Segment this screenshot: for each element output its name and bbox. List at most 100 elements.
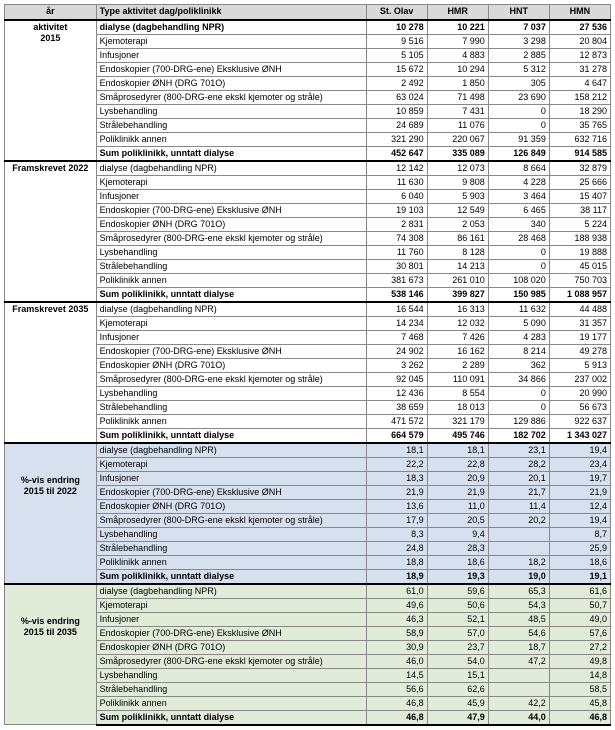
value-cell: 31 278 <box>549 62 610 76</box>
value-cell: 38 117 <box>549 203 610 217</box>
value-cell: 16 544 <box>366 302 427 317</box>
value-cell: 2 831 <box>366 217 427 231</box>
table-row: Infusjoner5 1054 8832 88512 873 <box>5 48 611 62</box>
table-row: Sum poliklinikk, unntatt dialyse18,919,3… <box>5 569 611 584</box>
value-cell: 7 037 <box>488 20 549 35</box>
value-cell: 20,1 <box>488 471 549 485</box>
activity-type: Lysbehandling <box>96 104 366 118</box>
table-row: %-vis endring2015 til 2035dialyse (dagbe… <box>5 584 611 599</box>
table-row: Kjemoterapi11 6309 8084 22825 666 <box>5 175 611 189</box>
value-cell: 11,0 <box>427 499 488 513</box>
col-hmn: HMN <box>549 5 610 20</box>
value-cell: 23 690 <box>488 90 549 104</box>
value-cell: 188 938 <box>549 231 610 245</box>
table-row: %-vis endring2015 til 2022dialyse (dagbe… <box>5 443 611 458</box>
table-row: Framskrevet 2022dialyse (dagbehandling N… <box>5 161 611 176</box>
table-row: Endoskopier ØNH (DRG 701O)2 8312 0533405… <box>5 217 611 231</box>
value-cell: 305 <box>488 76 549 90</box>
value-cell: 18,2 <box>488 555 549 569</box>
value-cell: 9 808 <box>427 175 488 189</box>
value-cell: 495 746 <box>427 428 488 443</box>
value-cell: 16 162 <box>427 344 488 358</box>
value-cell: 21,9 <box>549 485 610 499</box>
value-cell: 12 436 <box>366 386 427 400</box>
activity-type: Endoskopier ØNH (DRG 701O) <box>96 358 366 372</box>
value-cell: 54,6 <box>488 626 549 640</box>
value-cell: 10 221 <box>427 20 488 35</box>
activity-type: Endoskopier (700-DRG-ene) Eksklusive ØNH <box>96 62 366 76</box>
value-cell: 11,4 <box>488 499 549 513</box>
activity-type: Strålebehandling <box>96 118 366 132</box>
value-cell: 10 859 <box>366 104 427 118</box>
value-cell: 220 067 <box>427 132 488 146</box>
value-cell: 25 666 <box>549 175 610 189</box>
value-cell: 0 <box>488 104 549 118</box>
table-row: Endoskopier ØNH (DRG 701O)30,923,718,727… <box>5 640 611 654</box>
value-cell: 2 053 <box>427 217 488 231</box>
col-type: Type aktivitet dag/poliklinikk <box>96 5 366 20</box>
value-cell: 10 278 <box>366 20 427 35</box>
value-cell: 20 804 <box>549 34 610 48</box>
activity-type: Infusjoner <box>96 330 366 344</box>
activity-type: Endoskopier (700-DRG-ene) Eksklusive ØNH <box>96 203 366 217</box>
col-hmr: HMR <box>427 5 488 20</box>
table-row: Poliklinikk annen18,818,618,218,6 <box>5 555 611 569</box>
activity-type: Endoskopier (700-DRG-ene) Eksklusive ØNH <box>96 485 366 499</box>
value-cell: 4 647 <box>549 76 610 90</box>
value-cell: 57,6 <box>549 626 610 640</box>
value-cell: 126 849 <box>488 146 549 161</box>
value-cell: 20,9 <box>427 471 488 485</box>
value-cell: 19 103 <box>366 203 427 217</box>
value-cell: 362 <box>488 358 549 372</box>
section-label: aktivitet2015 <box>5 20 97 161</box>
value-cell: 20,5 <box>427 513 488 527</box>
value-cell: 28,3 <box>427 541 488 555</box>
table-row: Endoskopier (700-DRG-ene) Eksklusive ØNH… <box>5 626 611 640</box>
activity-type: Sum poliklinikk, unntatt dialyse <box>96 710 366 725</box>
value-cell: 2 885 <box>488 48 549 62</box>
table-row: Kjemoterapi9 5167 9903 29820 804 <box>5 34 611 48</box>
value-cell: 12 032 <box>427 316 488 330</box>
value-cell: 30,9 <box>366 640 427 654</box>
value-cell: 399 827 <box>427 287 488 302</box>
value-cell: 11 076 <box>427 118 488 132</box>
value-cell: 58,5 <box>549 682 610 696</box>
value-cell: 0 <box>488 400 549 414</box>
value-cell: 20 990 <box>549 386 610 400</box>
value-cell: 45,8 <box>549 696 610 710</box>
activity-type: Lysbehandling <box>96 668 366 682</box>
value-cell: 18,3 <box>366 471 427 485</box>
table-row: Småprosedyrer (800-DRG-ene ekskl kjemote… <box>5 372 611 386</box>
value-cell: 74 308 <box>366 231 427 245</box>
activity-type: Sum poliklinikk, unntatt dialyse <box>96 287 366 302</box>
value-cell: 11 632 <box>488 302 549 317</box>
activity-type: dialyse (dagbehandling NPR) <box>96 302 366 317</box>
value-cell: 19,3 <box>427 569 488 584</box>
value-cell: 34 866 <box>488 372 549 386</box>
value-cell: 42,2 <box>488 696 549 710</box>
value-cell: 18 290 <box>549 104 610 118</box>
value-cell: 35 765 <box>549 118 610 132</box>
value-cell: 7 431 <box>427 104 488 118</box>
value-cell: 24 902 <box>366 344 427 358</box>
activity-type: Lysbehandling <box>96 527 366 541</box>
table-row: Endoskopier ØNH (DRG 701O)13,611,011,412… <box>5 499 611 513</box>
value-cell: 59,6 <box>427 584 488 599</box>
activity-type: Infusjoner <box>96 471 366 485</box>
value-cell: 7 426 <box>427 330 488 344</box>
activity-type: Lysbehandling <box>96 245 366 259</box>
table-row: Sum poliklinikk, unntatt dialyse46,847,9… <box>5 710 611 725</box>
value-cell: 23,1 <box>488 443 549 458</box>
value-cell: 15,1 <box>427 668 488 682</box>
activity-type: Strålebehandling <box>96 259 366 273</box>
activity-type: Strålebehandling <box>96 682 366 696</box>
value-cell: 19,0 <box>488 569 549 584</box>
activity-type: Kjemoterapi <box>96 316 366 330</box>
value-cell: 11 760 <box>366 245 427 259</box>
table-row: Lysbehandling12 4368 554020 990 <box>5 386 611 400</box>
section-label: Framskrevet 2022 <box>5 161 97 302</box>
value-cell: 18,9 <box>366 569 427 584</box>
table-row: Infusjoner46,352,148,549,0 <box>5 612 611 626</box>
value-cell: 5 224 <box>549 217 610 231</box>
value-cell: 5 090 <box>488 316 549 330</box>
